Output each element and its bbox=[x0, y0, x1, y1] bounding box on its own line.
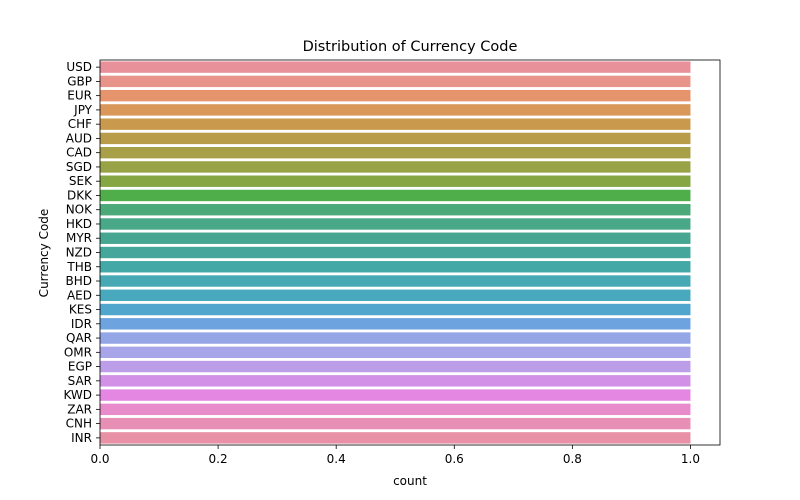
bar-jpy bbox=[100, 104, 691, 116]
bar-myr bbox=[100, 232, 691, 244]
bar-nok bbox=[100, 204, 691, 216]
bar-thb bbox=[100, 261, 691, 273]
bar-idr bbox=[100, 318, 691, 330]
bar-sar bbox=[100, 375, 691, 387]
x-axis-title: count bbox=[393, 474, 427, 488]
bar-aed bbox=[100, 289, 691, 301]
y-tick-label: MYR bbox=[66, 231, 92, 245]
bar-omr bbox=[100, 346, 691, 359]
y-tick-label: SAR bbox=[68, 374, 92, 388]
bar-inr bbox=[100, 432, 691, 444]
bar-cnh bbox=[100, 417, 691, 430]
y-tick-label: DKK bbox=[67, 188, 93, 202]
chart-title: Distribution of Currency Code bbox=[303, 39, 518, 55]
y-tick-label: CHF bbox=[68, 117, 92, 131]
y-tick-label: AED bbox=[67, 288, 92, 302]
bar-egp bbox=[100, 360, 691, 373]
bar-kwd bbox=[100, 389, 691, 401]
y-tick-label: THB bbox=[66, 260, 92, 274]
x-tick-label: 0.8 bbox=[563, 452, 582, 466]
bar-usd bbox=[100, 61, 691, 73]
bar-cad bbox=[100, 146, 691, 159]
bar-chf bbox=[100, 118, 691, 130]
bar-sgd bbox=[100, 161, 691, 173]
y-tick-label: NOK bbox=[66, 203, 93, 217]
y-tick-label: USD bbox=[66, 60, 92, 74]
x-tick-label: 0.2 bbox=[209, 452, 228, 466]
y-axis-ticks: USDGBPEURJPYCHFAUDCADSGDSEKDKKNOKHKDMYRN… bbox=[63, 60, 100, 445]
bar-kes bbox=[100, 303, 691, 316]
bar-aud bbox=[100, 132, 691, 145]
y-tick-label: SGD bbox=[66, 160, 92, 174]
y-axis-title: Currency Code bbox=[37, 209, 51, 298]
x-tick-label: 0.0 bbox=[90, 452, 109, 466]
y-tick-label: AUD bbox=[66, 131, 92, 145]
x-tick-label: 0.6 bbox=[445, 452, 464, 466]
y-tick-label: BHD bbox=[66, 274, 93, 288]
y-tick-label: IDR bbox=[71, 317, 92, 331]
y-tick-label: GBP bbox=[67, 74, 92, 88]
bars-group bbox=[100, 61, 691, 444]
bar-zar bbox=[100, 403, 691, 416]
plot-frame bbox=[99, 59, 721, 446]
y-tick-label: CAD bbox=[66, 146, 92, 160]
bar-bhd bbox=[100, 275, 691, 287]
x-tick-label: 1.0 bbox=[681, 452, 700, 466]
y-tick-label: OMR bbox=[64, 345, 92, 359]
bar-qar bbox=[100, 332, 691, 344]
y-tick-label: INR bbox=[71, 431, 92, 445]
y-tick-label: NZD bbox=[66, 246, 92, 260]
x-tick-label: 0.4 bbox=[327, 452, 346, 466]
y-tick-label: CNH bbox=[66, 417, 92, 431]
y-tick-label: SEK bbox=[69, 174, 93, 188]
y-tick-label: EUR bbox=[67, 89, 92, 103]
x-axis-ticks: 0.0 0.2 0.4 0.6 0.8 1.0 bbox=[90, 445, 700, 466]
y-tick-label: KES bbox=[69, 303, 92, 317]
y-tick-label: HKD bbox=[66, 217, 92, 231]
bar-eur bbox=[100, 89, 691, 102]
y-tick-label: JPY bbox=[73, 103, 93, 117]
bar-hkd bbox=[100, 218, 691, 230]
bar-gbp bbox=[100, 75, 691, 88]
bar-dkk bbox=[100, 189, 691, 202]
y-tick-label: KWD bbox=[63, 388, 92, 402]
y-tick-label: QAR bbox=[66, 331, 92, 345]
y-tick-label: EGP bbox=[68, 360, 92, 374]
y-tick-label: ZAR bbox=[67, 402, 92, 416]
bar-nzd bbox=[100, 246, 691, 259]
bar-sek bbox=[100, 175, 691, 187]
